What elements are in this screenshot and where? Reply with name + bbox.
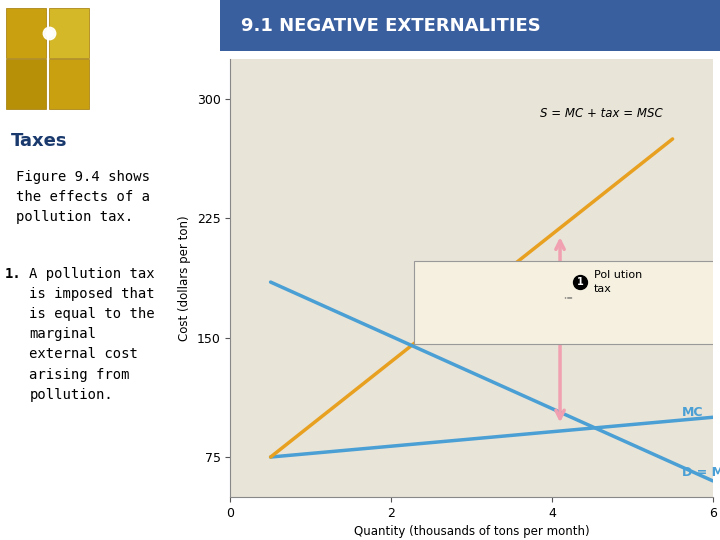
FancyBboxPatch shape [6,8,46,58]
Text: 1.: 1. [4,267,22,281]
Text: 1: 1 [577,277,583,287]
X-axis label: Quantity (thousands of tons per month): Quantity (thousands of tons per month) [354,525,590,538]
FancyBboxPatch shape [414,261,720,344]
FancyBboxPatch shape [6,59,46,109]
Text: MC: MC [683,406,703,419]
Text: S = MC + tax = MSC: S = MC + tax = MSC [540,107,662,120]
FancyBboxPatch shape [50,59,89,109]
Text: Figure 9.4 shows
the effects of a
pollution tax.: Figure 9.4 shows the effects of a pollut… [16,170,150,224]
FancyBboxPatch shape [220,0,720,51]
FancyBboxPatch shape [50,8,89,58]
Text: 9.1 NEGATIVE EXTERNALITIES: 9.1 NEGATIVE EXTERNALITIES [241,17,541,35]
Text: Taxes: Taxes [12,132,68,150]
Text: D = MB: D = MB [683,467,720,480]
Text: Pol ution
tax: Pol ution tax [594,271,642,294]
Text: A pollution tax
is imposed that
is equal to the
marginal
external cost
arising f: A pollution tax is imposed that is equal… [30,267,155,402]
Y-axis label: Cost (dollars per ton): Cost (dollars per ton) [179,215,192,341]
